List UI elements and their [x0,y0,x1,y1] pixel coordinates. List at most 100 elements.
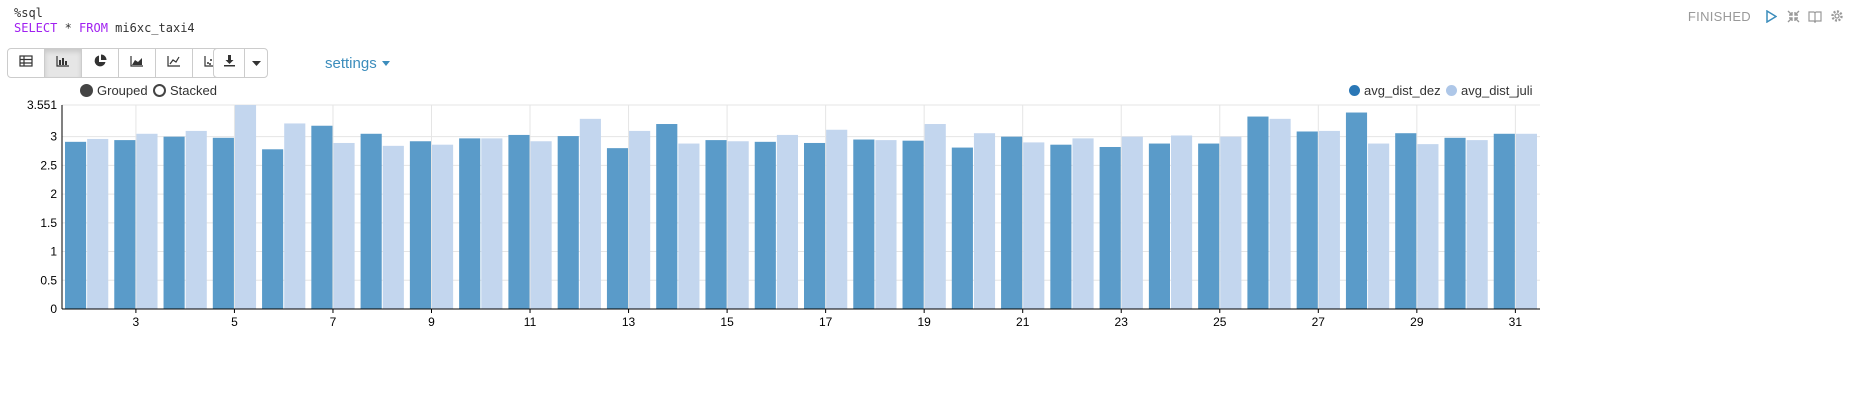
y-tick-label: 1 [50,245,57,259]
bar-avg_dist_dez-26 [1247,116,1269,309]
x-tick-label: 23 [1115,315,1129,329]
legend-label: avg_dist_juli [1461,83,1533,98]
run-icon[interactable] [1763,8,1779,24]
bar-avg_dist_dez-8 [360,133,382,309]
table-view-button[interactable] [7,48,45,78]
code-star: * [57,21,80,35]
pie-chart-icon [93,54,107,73]
bar-avg_dist_juli-25 [1220,136,1242,309]
paragraph-status-bar: FINISHED [1688,8,1851,24]
bar-avg_dist_juli-21 [1023,142,1045,309]
x-tick-label: 27 [1312,315,1326,329]
pie-chart-button[interactable] [81,48,119,78]
mode-control-stacked[interactable]: Stacked [153,83,217,98]
code-keyword-from: FROM [79,21,108,35]
bar-avg_dist_juli-20 [973,133,996,309]
bar-avg_dist_dez-28 [1345,112,1368,310]
bar-chart-icon [56,54,70,72]
area-chart-button[interactable] [118,48,156,78]
table-icon [19,54,33,72]
x-tick-label: 21 [1016,315,1030,329]
bar-avg_dist_dez-25 [1198,143,1220,309]
bar-avg_dist_dez-16 [754,141,776,309]
download-icon [223,54,236,72]
bar-avg_dist_juli-10 [481,138,503,309]
download-options-button[interactable] [244,48,268,78]
y-axis: 0 0.5 1 1.5 2 2.5 3 3.551 [27,98,63,316]
bar-avg_dist_juli-7 [333,142,355,309]
radio-filled-icon [80,84,93,97]
visualization-toolbar [7,48,230,78]
bar-avg_dist_juli-13 [629,130,651,309]
bar-avg_dist_juli-12 [579,118,601,309]
bar-avg_dist_juli-8 [382,145,404,309]
bar-avg_dist_juli-15 [727,141,749,309]
y-tick-label: 0 [50,302,57,316]
bar-avg_dist_dez-15 [705,140,727,309]
bar-chart-button[interactable] [44,48,82,78]
y-tick-label: 2.5 [40,158,57,172]
bar-avg_dist_juli-4 [185,130,207,309]
bar-avg_dist_juli-19 [924,124,946,309]
x-tick-label: 9 [428,315,435,329]
legend-swatch [1349,85,1360,96]
download-group [213,48,268,78]
legend-swatch [1446,85,1457,96]
bar-avg_dist_dez-22 [1050,144,1072,309]
settings-label: settings [325,55,377,72]
bar-avg_dist_juli-18 [875,140,897,309]
y-tick-label: 3.551 [27,98,57,112]
line-chart-icon [167,54,181,72]
bar-avg_dist_dez-14 [656,124,678,309]
bar-avg_dist_dez-24 [1148,143,1170,309]
book-icon[interactable] [1807,8,1823,24]
y-tick-label: 2 [50,187,57,201]
bar-avg_dist_juli-31 [1515,133,1537,309]
caret-down-icon [381,61,390,66]
bar-avg_dist_dez-2 [65,141,87,309]
bar-avg_dist_dez-30 [1444,137,1466,309]
x-tick-label: 19 [917,315,931,329]
bar-avg_dist_dez-11 [508,134,530,309]
bar-avg_dist_dez-4 [163,136,185,309]
legend-item-series1[interactable]: avg_dist_dez [1349,83,1441,98]
x-tick-label: 7 [330,315,337,329]
download-button[interactable] [213,48,245,78]
bar-avg_dist_dez-19 [902,140,924,309]
x-tick-label: 15 [720,315,734,329]
bar-avg_dist_juli-28 [1368,143,1390,309]
gear-icon[interactable] [1829,8,1845,24]
bar-avg_dist_juli-16 [776,134,798,309]
line-chart-button[interactable] [155,48,193,78]
bar-avg_dist_juli-27 [1318,130,1340,309]
bar-avg_dist_juli-5 [234,105,257,309]
bar-avg_dist_juli-9 [432,144,454,309]
x-tick-label: 11 [524,315,537,329]
status-text: FINISHED [1687,8,1751,24]
sql-editor[interactable]: %sql SELECT * FROM mi6xc_taxi4 [14,6,195,36]
chart-grid [62,104,1540,310]
bar-avg_dist_dez-29 [1395,133,1417,309]
legend-item-series2[interactable]: avg_dist_juli [1446,83,1533,98]
bar-avg_dist_juli-14 [678,143,700,309]
bar-avg_dist_dez-7 [311,125,333,309]
bar-avg_dist_juli-17 [826,129,848,309]
code-line-magic: %sql [14,6,43,20]
settings-toggle[interactable]: settings [325,55,390,72]
x-tick-label: 5 [231,315,238,329]
bar-avg_dist_dez-27 [1296,131,1318,309]
mode-control-grouped[interactable]: Grouped [80,83,148,98]
bar-avg_dist_juli-2 [87,138,109,309]
stacked-label: Stacked [170,83,217,98]
bar-avg_dist_dez-5 [212,137,234,309]
collapse-icon[interactable] [1785,8,1801,24]
x-tick-label: 13 [622,315,636,329]
bars [65,105,1537,310]
grouped-label: Grouped [97,83,148,98]
x-tick-label: 25 [1213,315,1227,329]
x-tick-label: 29 [1410,315,1424,329]
bar-avg_dist_juli-30 [1466,140,1488,309]
y-tick-label: 0.5 [40,273,57,287]
x-tick-label: 17 [819,315,833,329]
